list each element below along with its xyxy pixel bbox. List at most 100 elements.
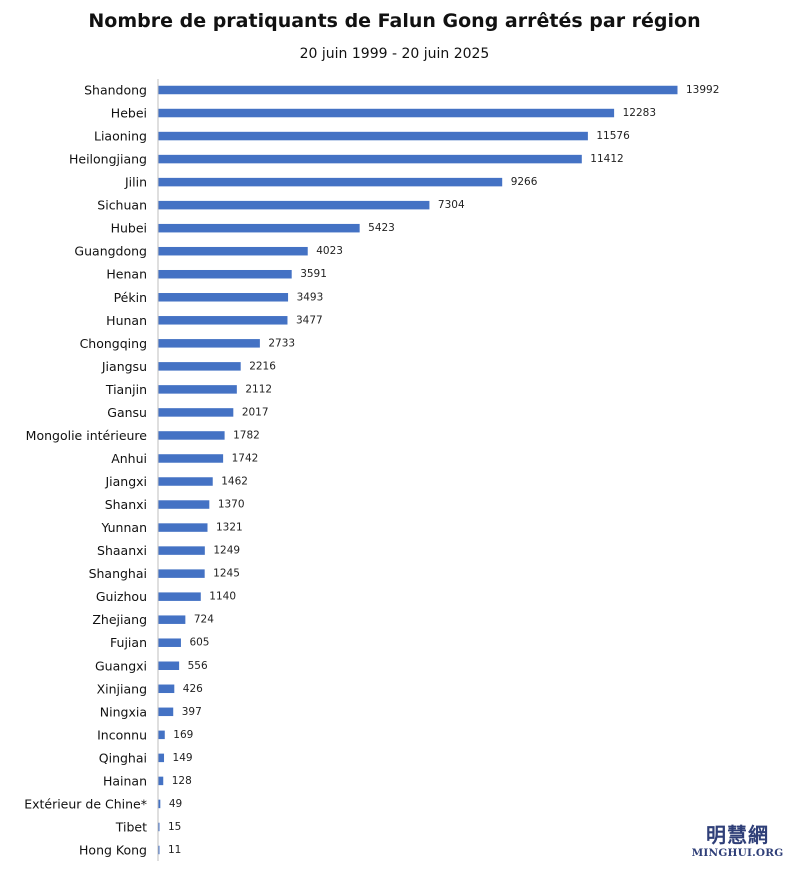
category-label: Shaanxi xyxy=(97,543,147,558)
category-label: Zhejiang xyxy=(92,612,147,627)
bar xyxy=(158,154,582,164)
bar xyxy=(158,707,174,717)
bar xyxy=(158,362,241,371)
category-label: Pékin xyxy=(114,290,147,305)
bar xyxy=(158,592,201,601)
bar xyxy=(158,615,186,624)
bar xyxy=(158,569,205,578)
category-label: Xinjiang xyxy=(97,681,147,696)
data-label: 1742 xyxy=(232,452,259,464)
data-label: 12283 xyxy=(623,107,656,119)
category-label: Jiangxi xyxy=(104,474,147,489)
category-label: Hong Kong xyxy=(79,842,147,857)
category-label: Extérieur de Chine* xyxy=(24,796,147,811)
data-label: 11 xyxy=(168,844,181,856)
bar xyxy=(158,500,210,509)
category-label: Shandong xyxy=(84,83,147,98)
data-label: 13992 xyxy=(686,84,719,96)
bar xyxy=(158,293,289,302)
data-label: 7304 xyxy=(438,199,465,211)
data-label: 2017 xyxy=(242,406,269,418)
category-label: Chongqing xyxy=(80,336,147,351)
category-label: Henan xyxy=(106,267,147,282)
bar xyxy=(158,799,161,809)
category-label: Yunnan xyxy=(100,520,147,535)
data-label: 15 xyxy=(168,821,181,833)
category-label: Guizhou xyxy=(96,589,147,604)
bar xyxy=(158,246,308,256)
data-label: 724 xyxy=(194,614,214,626)
data-label: 1462 xyxy=(221,476,248,488)
bar xyxy=(158,523,208,532)
category-label: Shanghai xyxy=(89,566,147,581)
bar xyxy=(158,316,288,325)
bar xyxy=(158,385,237,394)
bars-group: Shandong 13992 Hebei 12283 Liaoning 11576 Heil… xyxy=(24,83,719,858)
category-label: Hebei xyxy=(111,106,147,121)
category-label: Sichuan xyxy=(97,198,147,213)
category-label: Ningxia xyxy=(100,704,147,719)
data-label: 3493 xyxy=(297,291,324,303)
data-label: 3591 xyxy=(300,268,327,280)
data-label: 1370 xyxy=(218,499,245,511)
bar xyxy=(158,223,360,233)
bar xyxy=(158,200,430,210)
chart-subtitle: 20 juin 1999 - 20 juin 2025 xyxy=(299,46,490,62)
logo-cjk-text: 明慧網 xyxy=(706,823,769,847)
bar xyxy=(158,661,180,670)
bar xyxy=(158,269,292,279)
bar xyxy=(158,339,260,348)
data-label: 9266 xyxy=(511,176,538,188)
bar xyxy=(158,730,165,740)
category-label: Jilin xyxy=(124,175,147,190)
category-label: Guangdong xyxy=(74,244,147,259)
category-label: Qinghai xyxy=(99,750,147,765)
category-label: Jiangsu xyxy=(101,359,147,374)
bar xyxy=(158,108,615,118)
bar xyxy=(158,845,160,855)
data-label: 1140 xyxy=(209,591,236,603)
data-label: 1321 xyxy=(216,522,243,534)
category-label: Anhui xyxy=(111,451,147,466)
data-label: 128 xyxy=(172,775,192,787)
category-label: Liaoning xyxy=(94,129,147,144)
bar xyxy=(158,776,164,786)
data-label: 5423 xyxy=(368,222,395,234)
bar xyxy=(158,638,181,647)
data-label: 11576 xyxy=(596,130,630,142)
data-label: 169 xyxy=(173,729,193,741)
category-label: Hunan xyxy=(106,313,147,328)
category-label: Hubei xyxy=(111,221,147,236)
data-label: 149 xyxy=(173,752,193,764)
category-label: Hainan xyxy=(103,773,147,788)
data-label: 426 xyxy=(183,683,203,695)
category-label: Mongolie intérieure xyxy=(26,428,148,443)
data-label: 2112 xyxy=(245,383,272,395)
data-label: 2733 xyxy=(268,337,295,349)
data-label: 1245 xyxy=(213,568,240,580)
data-label: 49 xyxy=(169,798,182,810)
bar xyxy=(158,85,678,95)
data-label: 3477 xyxy=(296,314,323,326)
bar xyxy=(158,684,175,694)
category-label: Guangxi xyxy=(95,658,147,673)
category-label: Tibet xyxy=(115,819,147,834)
bar xyxy=(158,753,165,763)
data-label: 397 xyxy=(182,706,202,718)
bar xyxy=(158,546,205,555)
data-label: 556 xyxy=(188,660,208,672)
bar xyxy=(158,177,503,187)
category-label: Inconnu xyxy=(97,727,147,742)
data-label: 11412 xyxy=(590,153,623,165)
bar xyxy=(158,431,225,440)
bar xyxy=(158,454,224,463)
category-label: Tianjin xyxy=(105,382,147,397)
logo-site-text: MINGHUI.ORG xyxy=(691,847,784,859)
data-label: 2216 xyxy=(249,360,276,372)
bar xyxy=(158,408,234,417)
bar xyxy=(158,131,588,141)
bar xyxy=(158,822,160,832)
category-label: Fujian xyxy=(110,635,147,650)
chart-title: Nombre de pratiquants de Falun Gong arrê… xyxy=(88,10,701,32)
